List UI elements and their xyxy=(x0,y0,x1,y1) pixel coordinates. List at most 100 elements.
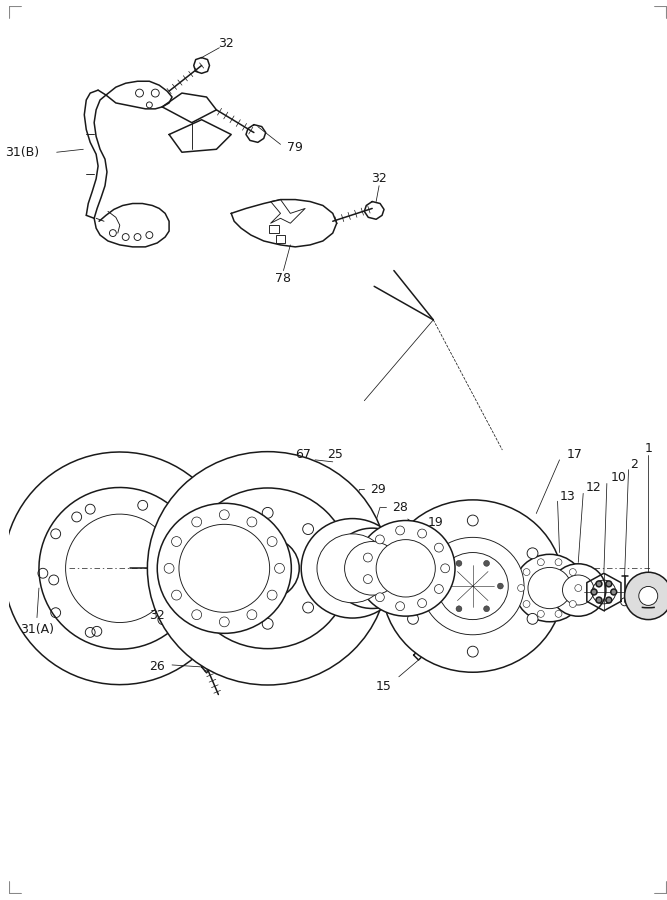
Circle shape xyxy=(591,589,597,595)
Circle shape xyxy=(319,562,330,573)
Text: 19: 19 xyxy=(428,517,443,529)
Circle shape xyxy=(303,602,313,613)
Text: 67: 67 xyxy=(295,448,311,462)
Text: 29: 29 xyxy=(370,483,386,496)
Circle shape xyxy=(538,610,544,617)
Ellipse shape xyxy=(562,575,594,605)
Circle shape xyxy=(456,561,462,566)
Circle shape xyxy=(219,509,229,519)
Circle shape xyxy=(468,646,478,657)
Circle shape xyxy=(523,600,530,608)
Circle shape xyxy=(456,606,462,612)
Circle shape xyxy=(364,575,372,583)
Ellipse shape xyxy=(514,554,585,622)
Circle shape xyxy=(484,606,490,612)
Circle shape xyxy=(408,614,418,625)
Circle shape xyxy=(527,614,538,625)
Circle shape xyxy=(191,517,201,526)
Ellipse shape xyxy=(331,528,414,608)
Circle shape xyxy=(376,535,384,544)
Circle shape xyxy=(498,583,504,589)
Bar xyxy=(275,235,285,243)
Circle shape xyxy=(222,602,233,613)
Text: 78: 78 xyxy=(275,272,291,285)
Circle shape xyxy=(418,529,426,538)
Circle shape xyxy=(555,559,562,566)
Text: 31(B): 31(B) xyxy=(5,146,39,158)
Circle shape xyxy=(434,544,444,552)
Text: 32: 32 xyxy=(372,173,387,185)
Circle shape xyxy=(262,618,273,629)
Circle shape xyxy=(555,610,562,617)
Circle shape xyxy=(303,524,313,535)
Circle shape xyxy=(570,569,576,575)
Circle shape xyxy=(171,590,181,600)
Text: 15: 15 xyxy=(376,680,392,693)
Circle shape xyxy=(247,517,257,526)
Circle shape xyxy=(267,590,277,600)
Circle shape xyxy=(418,598,426,608)
Circle shape xyxy=(171,536,181,546)
Text: 2: 2 xyxy=(630,458,638,472)
Text: 79: 79 xyxy=(287,140,303,154)
Circle shape xyxy=(523,569,530,575)
Circle shape xyxy=(611,589,617,595)
Circle shape xyxy=(191,610,201,619)
Ellipse shape xyxy=(422,537,524,634)
Circle shape xyxy=(247,610,257,619)
Text: 1: 1 xyxy=(644,442,652,454)
Ellipse shape xyxy=(157,503,291,634)
Circle shape xyxy=(538,559,544,566)
Ellipse shape xyxy=(147,452,388,685)
Text: 31(A): 31(A) xyxy=(20,623,54,636)
Circle shape xyxy=(164,563,174,573)
Ellipse shape xyxy=(376,540,436,597)
Text: 12: 12 xyxy=(586,481,602,494)
Circle shape xyxy=(624,572,667,619)
Circle shape xyxy=(606,580,612,587)
Circle shape xyxy=(441,564,450,572)
Circle shape xyxy=(364,554,372,562)
Circle shape xyxy=(408,548,418,559)
Circle shape xyxy=(442,583,448,589)
Text: 10: 10 xyxy=(611,471,627,484)
Circle shape xyxy=(262,508,273,518)
Text: 28: 28 xyxy=(392,500,408,514)
Circle shape xyxy=(484,561,490,566)
Ellipse shape xyxy=(382,500,564,672)
Ellipse shape xyxy=(317,534,388,603)
Ellipse shape xyxy=(236,537,299,598)
Text: 25: 25 xyxy=(327,448,343,462)
Circle shape xyxy=(639,587,658,606)
Ellipse shape xyxy=(551,563,606,616)
Ellipse shape xyxy=(438,553,508,619)
Ellipse shape xyxy=(185,488,350,649)
Bar xyxy=(269,225,279,233)
Circle shape xyxy=(219,616,229,626)
Ellipse shape xyxy=(301,518,404,618)
Circle shape xyxy=(575,585,582,591)
Circle shape xyxy=(468,515,478,526)
Text: 17: 17 xyxy=(566,448,582,462)
Circle shape xyxy=(396,602,405,610)
Circle shape xyxy=(396,526,405,535)
Circle shape xyxy=(596,580,602,587)
Ellipse shape xyxy=(345,542,400,595)
Circle shape xyxy=(205,562,216,573)
Circle shape xyxy=(596,597,602,603)
Text: 32: 32 xyxy=(218,37,234,50)
Circle shape xyxy=(518,585,524,591)
Ellipse shape xyxy=(528,567,572,608)
Text: 26: 26 xyxy=(149,661,165,673)
Circle shape xyxy=(267,536,277,546)
Circle shape xyxy=(434,585,444,593)
Circle shape xyxy=(606,597,612,603)
Circle shape xyxy=(570,600,576,608)
Circle shape xyxy=(222,524,233,535)
Text: 32: 32 xyxy=(149,609,165,622)
Ellipse shape xyxy=(356,520,455,616)
Circle shape xyxy=(275,563,284,573)
Circle shape xyxy=(376,593,384,602)
Ellipse shape xyxy=(179,525,269,612)
Text: 13: 13 xyxy=(560,490,575,503)
